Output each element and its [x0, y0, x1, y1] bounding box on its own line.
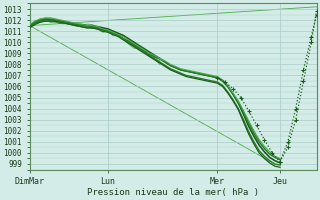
X-axis label: Pression niveau de la mer( hPa ): Pression niveau de la mer( hPa ): [87, 188, 259, 197]
